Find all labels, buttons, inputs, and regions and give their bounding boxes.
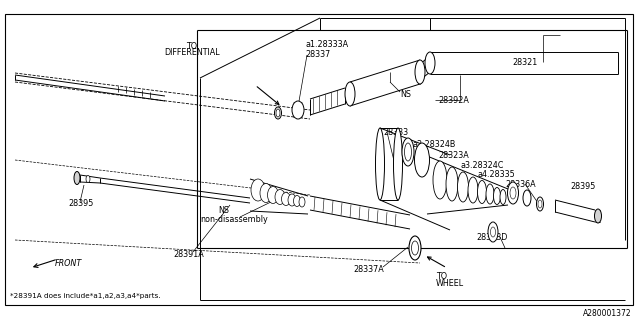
Ellipse shape: [276, 109, 280, 117]
Ellipse shape: [404, 143, 412, 161]
Ellipse shape: [282, 193, 291, 205]
Ellipse shape: [86, 175, 90, 182]
Text: 28392A: 28392A: [438, 96, 469, 105]
Text: TO: TO: [436, 272, 447, 281]
Text: a3.28324C: a3.28324C: [460, 161, 504, 170]
Text: 28395: 28395: [570, 182, 595, 191]
Ellipse shape: [275, 189, 285, 204]
Text: 28336A: 28336A: [505, 180, 536, 189]
Ellipse shape: [433, 161, 447, 199]
Text: TO: TO: [186, 42, 198, 51]
Text: 28323A: 28323A: [438, 151, 468, 160]
Ellipse shape: [446, 167, 458, 201]
Ellipse shape: [536, 197, 543, 211]
Text: NS: NS: [400, 90, 411, 99]
Ellipse shape: [488, 222, 498, 242]
Ellipse shape: [376, 128, 385, 200]
Ellipse shape: [412, 241, 419, 255]
Text: a1.28333A: a1.28333A: [305, 40, 348, 49]
Text: NS: NS: [218, 206, 229, 215]
Ellipse shape: [251, 179, 265, 201]
Text: a2.28324B: a2.28324B: [412, 140, 456, 149]
Ellipse shape: [345, 82, 355, 106]
Text: A280001372: A280001372: [584, 309, 632, 318]
Ellipse shape: [510, 187, 516, 199]
Ellipse shape: [486, 184, 494, 204]
Ellipse shape: [490, 227, 495, 237]
Text: 28391A: 28391A: [173, 250, 204, 259]
Ellipse shape: [394, 128, 403, 200]
Ellipse shape: [508, 182, 518, 204]
Text: 28323D: 28323D: [476, 233, 508, 242]
Ellipse shape: [523, 190, 531, 206]
Ellipse shape: [299, 197, 305, 207]
Text: DIFFERENTIAL: DIFFERENTIAL: [164, 48, 220, 57]
Text: WHEEL: WHEEL: [436, 279, 464, 288]
Ellipse shape: [415, 60, 425, 84]
Ellipse shape: [595, 209, 602, 223]
Ellipse shape: [294, 196, 301, 206]
Text: *28391A does include*a1,a2,a3,a4*parts.: *28391A does include*a1,a2,a3,a4*parts.: [10, 293, 161, 299]
Ellipse shape: [500, 189, 506, 204]
Ellipse shape: [409, 236, 421, 260]
Ellipse shape: [493, 188, 500, 204]
Ellipse shape: [425, 52, 435, 74]
Ellipse shape: [74, 172, 80, 185]
Ellipse shape: [268, 187, 278, 204]
Ellipse shape: [402, 138, 414, 166]
Ellipse shape: [275, 107, 282, 119]
Text: 28337A: 28337A: [353, 265, 384, 274]
Ellipse shape: [288, 194, 296, 206]
Text: 28395: 28395: [68, 199, 93, 208]
Text: non-disassembly: non-disassembly: [200, 215, 268, 224]
Text: 28333: 28333: [383, 128, 408, 137]
Text: 28337: 28337: [305, 50, 330, 59]
Text: a4.28335: a4.28335: [477, 170, 515, 179]
Ellipse shape: [538, 200, 542, 208]
Ellipse shape: [292, 101, 304, 119]
Ellipse shape: [468, 177, 478, 203]
Text: FRONT: FRONT: [55, 259, 83, 268]
Ellipse shape: [415, 143, 429, 177]
Text: 28321: 28321: [512, 58, 537, 67]
Ellipse shape: [260, 183, 272, 203]
Ellipse shape: [477, 180, 486, 204]
Ellipse shape: [458, 172, 468, 202]
